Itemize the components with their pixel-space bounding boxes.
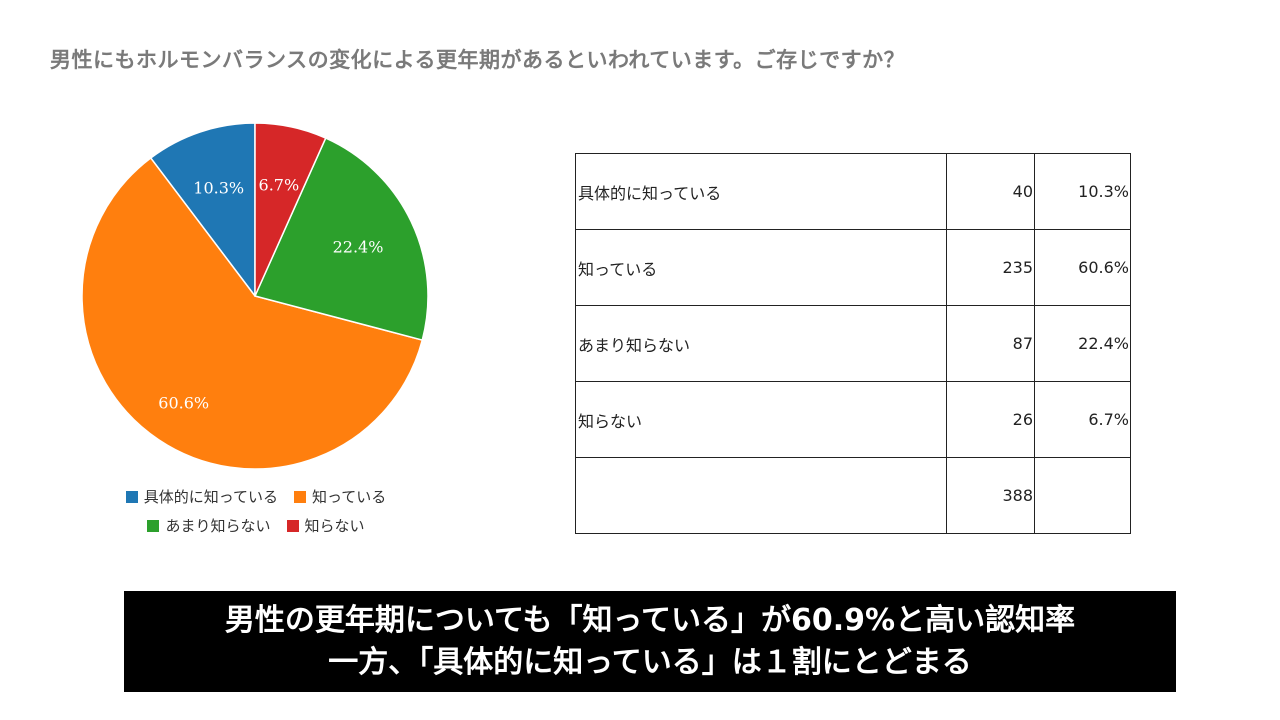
- table-cell-percent: [1034, 457, 1131, 534]
- data-table: 具体的に知っている 40 10.3% 知っている 235 60.6% あまり知らない 87 22…: [575, 153, 1131, 534]
- legend-item-2: あまり知らない: [147, 515, 271, 536]
- table-cell-percent: 60.6%: [1034, 229, 1131, 306]
- banner-line-1: 男性の更年期についても「知っている」が60.9%と高い認知率: [224, 602, 1076, 638]
- chart-legend: 具体的に知っている 知っているあまり知らない 知らない: [96, 486, 416, 536]
- slide-title: 男性にもホルモンバランスの変化による更年期があるといわれています。ご存じですか？: [50, 48, 906, 72]
- pie-slice-3: [254, 122, 327, 297]
- table-cell-label: 知っている: [575, 229, 947, 306]
- table-cell-count: 388: [946, 457, 1035, 534]
- table-row: 388: [575, 457, 1131, 534]
- legend-item-3: 知らない: [286, 515, 365, 536]
- legend-label: あまり知らない: [165, 517, 271, 535]
- table-cell-label: 具体的に知っている: [575, 153, 947, 230]
- pie-slice-0: [149, 122, 256, 299]
- table-row: 知っている 235 60.6%: [575, 229, 1131, 306]
- table-row: 知らない 26 6.7%: [575, 381, 1131, 458]
- pie-slice-1: [81, 156, 424, 470]
- table-cell-label: [575, 457, 947, 534]
- table-cell-percent: 10.3%: [1034, 153, 1131, 230]
- pie-slice-2: [253, 137, 429, 341]
- table-row: 具体的に知っている 40 10.3%: [575, 153, 1131, 230]
- table-cell-percent: 6.7%: [1034, 381, 1131, 458]
- table-cell-label: あまり知らない: [575, 305, 947, 382]
- legend-swatch: [286, 519, 299, 532]
- table-cell-count: 235: [946, 229, 1035, 306]
- legend-label: 知らない: [304, 517, 365, 535]
- legend-item-1: 知っている: [294, 486, 386, 507]
- legend-swatch: [125, 490, 138, 503]
- table-cell-count: 26: [946, 381, 1035, 458]
- pie-data-label-3: 6.7%: [259, 175, 300, 194]
- table-cell-count: 40: [946, 153, 1035, 230]
- pie-data-label-2: 22.4%: [333, 238, 384, 257]
- legend-swatch: [147, 519, 160, 532]
- summary-banner: 男性の更年期についても「知っている」が60.9%と高い認知率 一方、「具体的に知…: [124, 591, 1176, 692]
- table-cell-percent: 22.4%: [1034, 305, 1131, 382]
- banner-line-2: 一方、「具体的に知っている」は１割にとどまる: [328, 644, 972, 680]
- legend-swatch: [294, 490, 306, 503]
- table-row: あまり知らない 87 22.4%: [575, 305, 1131, 382]
- pie-data-label-1: 60.6%: [158, 393, 209, 412]
- pie-chart: 10.3% 60.6% 22.4% 6.7%: [81, 122, 429, 470]
- legend-item-0: 具体的に知っている: [125, 486, 278, 507]
- pie-data-label-0: 10.3%: [193, 179, 244, 198]
- table-cell-label: 知らない: [575, 381, 947, 458]
- legend-label: 知っている: [312, 488, 387, 506]
- legend-label: 具体的に知っている: [143, 488, 278, 506]
- table-cell-count: 87: [946, 305, 1035, 382]
